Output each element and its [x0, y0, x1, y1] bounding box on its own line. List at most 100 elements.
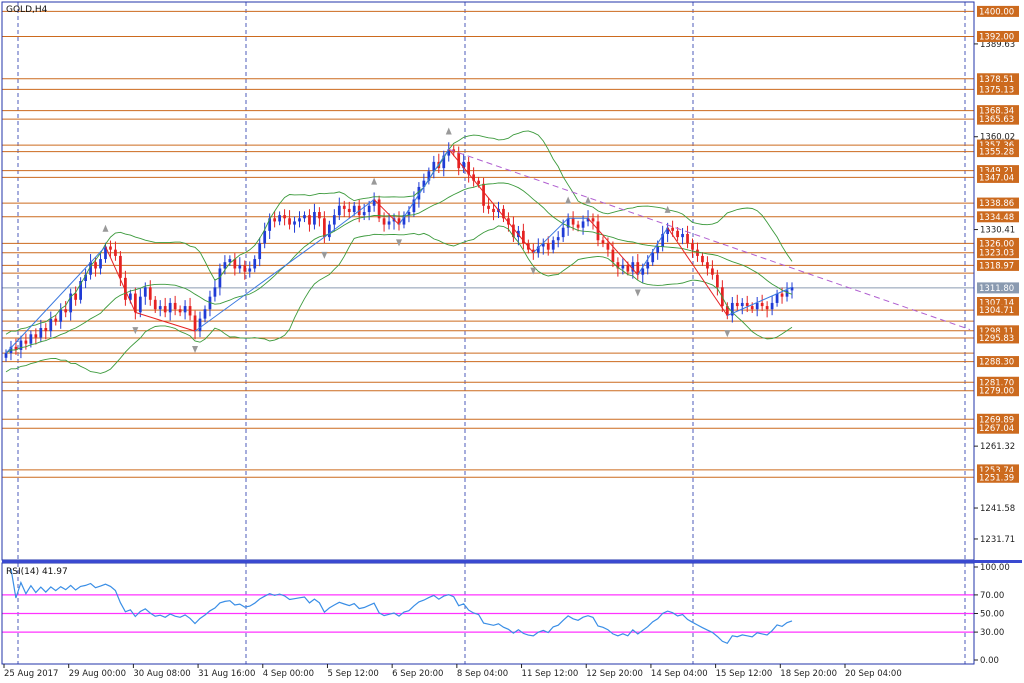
time-tick-label: 18 Sep 20:00	[780, 669, 837, 679]
bullish-candle	[158, 306, 162, 310]
bullish-candle	[258, 243, 262, 260]
bearish-candle	[750, 306, 754, 310]
bullish-candle	[631, 262, 635, 272]
bearish-candle	[347, 208, 351, 213]
fractal-down-arrow	[321, 251, 328, 259]
bullish-candle	[367, 205, 371, 213]
bearish-candle	[760, 302, 764, 307]
bearish-candle	[273, 218, 277, 222]
bearish-candle	[54, 318, 58, 322]
bearish-candle	[173, 302, 177, 310]
bullish-candle	[128, 293, 132, 300]
fractal-up-arrow	[445, 127, 452, 135]
bearish-candle	[323, 218, 326, 238]
bollinger-upper-band	[5, 130, 793, 335]
bullish-candle	[755, 302, 759, 310]
fractal-up-arrow	[585, 196, 592, 204]
bearish-candle	[178, 309, 182, 313]
bearish-candle	[318, 212, 321, 219]
price-tick-label: 1389.63	[980, 40, 1015, 50]
price-level-tag	[977, 422, 1019, 434]
bullish-candle	[313, 212, 316, 225]
bullish-candle	[442, 155, 446, 169]
zigzag-segment	[667, 227, 728, 316]
price-level-tag-label: 1323.03	[979, 249, 1014, 259]
bullish-candle	[238, 265, 242, 269]
fractal-up-arrow	[102, 224, 109, 232]
price-level-tag-label: 1334.48	[979, 213, 1014, 223]
bearish-candle	[233, 259, 237, 269]
price-level-tag	[977, 165, 1019, 177]
chart-title: GOLD,H4	[6, 5, 48, 15]
bearish-candle	[24, 340, 28, 344]
bearish-candle	[477, 180, 480, 184]
bearish-candle	[397, 218, 401, 225]
bearish-candle	[606, 243, 610, 250]
price-level-tag-label: 1269.89	[979, 415, 1014, 425]
price-level-tag	[977, 5, 1019, 17]
price-level-tag-label: 1400.00	[979, 7, 1014, 17]
bearish-candle	[472, 174, 475, 181]
bullish-candle	[352, 205, 356, 213]
price-level-tag-label: 1357.36	[979, 141, 1014, 151]
time-tick-label: 29 Aug 00:00	[69, 669, 126, 679]
zigzag-segment	[532, 217, 569, 254]
zigzag-segment	[373, 199, 400, 225]
price-level-tag	[977, 332, 1019, 344]
time-tick-label: 11 Sep 12:00	[522, 669, 579, 679]
bullish-candle	[168, 302, 172, 313]
bearish-candle	[735, 302, 739, 307]
price-level-tag-label: 1318.97	[979, 261, 1014, 271]
bullish-candle	[19, 340, 23, 350]
bullish-candle	[666, 227, 670, 234]
bearish-candle	[502, 208, 505, 219]
bearish-candle	[706, 262, 709, 269]
bearish-candle	[701, 255, 704, 263]
bullish-candle	[556, 237, 560, 241]
zigzag-segment	[587, 217, 639, 276]
price-level-tag-label: 1267.04	[979, 424, 1014, 434]
bullish-candle	[104, 246, 107, 260]
bullish-candle	[183, 306, 187, 313]
bearish-candle	[124, 277, 127, 300]
fractal-down-arrow	[634, 289, 641, 297]
rsi-pane[interactable]	[2, 563, 974, 664]
bullish-candle	[661, 233, 665, 247]
bearish-candle	[153, 299, 157, 310]
time-tick-label: 12 Sep 20:00	[586, 669, 643, 679]
price-level-tag	[977, 297, 1019, 309]
price-level-tag	[977, 105, 1019, 117]
bearish-candle	[512, 224, 515, 238]
zigzag-segment	[637, 227, 669, 275]
main-price-pane[interactable]	[2, 2, 974, 560]
price-level-tag-label: 1326.00	[979, 239, 1014, 249]
bearish-candle	[119, 255, 122, 278]
bearish-candle	[521, 230, 525, 244]
bullish-candle	[332, 215, 336, 225]
bearish-candle	[716, 274, 719, 288]
bearish-candle	[601, 240, 605, 244]
price-level-tag-label: 1295.83	[979, 334, 1014, 344]
price-level-tag-label: 1347.04	[979, 173, 1014, 183]
bullish-candle	[432, 161, 436, 172]
bollinger-lower-band	[5, 225, 793, 374]
price-tick-label: 1330.41	[980, 226, 1015, 236]
bearish-candle	[626, 265, 630, 272]
price-level-tag	[977, 197, 1019, 209]
bullish-candle	[39, 328, 43, 338]
price-level-tag-label: 1251.39	[979, 473, 1014, 483]
bearish-candle	[64, 309, 68, 313]
price-level-tag-label: 1378.51	[979, 75, 1014, 85]
time-tick-label: 14 Sep 04:00	[651, 669, 708, 679]
bollinger-middle-band	[5, 182, 793, 354]
bearish-candle	[288, 218, 291, 225]
bearish-candle	[531, 249, 535, 253]
bearish-candle	[44, 328, 48, 332]
bearish-candle	[74, 293, 78, 300]
bearish-candle	[109, 246, 112, 250]
bullish-candle	[621, 265, 625, 269]
price-level-tag	[977, 356, 1019, 368]
bullish-candle	[59, 309, 63, 322]
